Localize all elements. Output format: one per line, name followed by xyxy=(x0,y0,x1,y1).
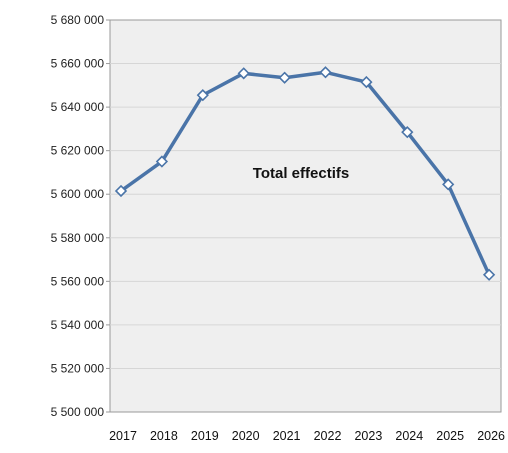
x-tick-label: 2017 xyxy=(109,429,137,443)
y-tick-label: 5 680 000 xyxy=(51,13,105,27)
x-tick-label: 2025 xyxy=(436,429,464,443)
data-point-marker xyxy=(482,268,496,281)
gridlines xyxy=(106,19,501,413)
y-tick-label: 5 560 000 xyxy=(51,274,105,288)
x-tick-label: 2020 xyxy=(232,429,260,443)
x-tick-label: 2019 xyxy=(191,429,219,443)
x-tick-label: 2026 xyxy=(477,429,505,443)
series-line xyxy=(119,70,491,277)
series-total-effectifs xyxy=(114,66,496,281)
y-tick-label: 5 620 000 xyxy=(51,144,105,158)
data-point-marker xyxy=(401,126,414,139)
y-tick-label: 5 640 000 xyxy=(51,100,105,114)
x-tick-label: 2024 xyxy=(395,429,423,443)
plot-area xyxy=(109,19,502,413)
x-tick-label: 2018 xyxy=(150,429,178,443)
data-point-marker xyxy=(360,75,373,89)
x-tick-label: 2022 xyxy=(314,429,342,443)
data-point-marker xyxy=(319,66,332,79)
y-tick-label: 5 500 000 xyxy=(51,405,105,419)
data-point-marker xyxy=(196,89,209,102)
chart-annotation: Total effectifs xyxy=(253,165,349,182)
y-tick-label: 5 600 000 xyxy=(51,187,105,201)
data-point-marker xyxy=(155,155,169,168)
x-tick-label: 2023 xyxy=(354,429,382,443)
y-tick-label: 5 520 000 xyxy=(51,361,105,375)
data-point-marker xyxy=(278,71,291,84)
data-point-marker xyxy=(237,67,250,80)
data-point-marker xyxy=(442,178,455,191)
y-tick-label: 5 540 000 xyxy=(51,318,105,332)
y-axis-ticks: 5 500 000 5 520 000 5 540 000 5 560 000 5 58… xyxy=(51,13,105,419)
x-tick-label: 2021 xyxy=(273,429,301,443)
y-tick-label: 5 580 000 xyxy=(51,231,105,245)
data-point-marker xyxy=(114,184,128,198)
x-axis-ticks: 2017 2018 2019 2020 2021 2022 2023 2024 2025 2026 xyxy=(109,429,505,443)
y-tick-label: 5 660 000 xyxy=(51,57,105,71)
